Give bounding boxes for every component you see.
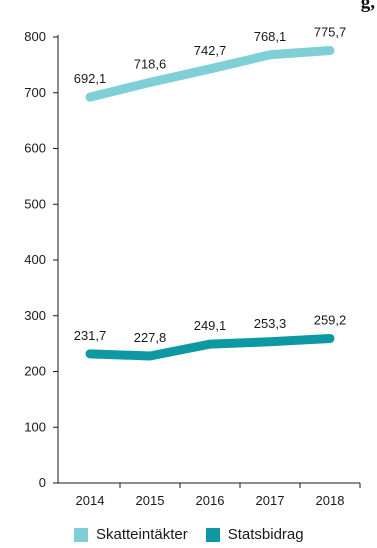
y-tick-label: 300 <box>24 308 46 323</box>
y-tick-label: 700 <box>24 85 46 100</box>
x-tick-label: 2017 <box>256 493 285 508</box>
y-tick-label: 500 <box>24 196 46 211</box>
data-label-series-1: 768,1 <box>254 29 287 44</box>
chart-title-fragment: g, <box>360 0 375 13</box>
data-label-series-1: 692,1 <box>74 71 107 86</box>
data-label-series-2: 231,7 <box>74 328 107 343</box>
x-tick-label: 2015 <box>136 493 165 508</box>
legend-label-series-2: Statsbidrag <box>227 526 304 543</box>
data-label-series-1: 718,6 <box>134 56 167 71</box>
data-label-series-2: 227,8 <box>134 330 167 345</box>
legend-item-series-2: Statsbidrag <box>205 526 304 543</box>
chart-legend: Skatteintäkter Statsbidrag <box>74 526 322 543</box>
legend-swatch-series-1 <box>74 527 88 542</box>
x-tick-label: 2018 <box>316 493 345 508</box>
series-line-2 <box>85 333 335 361</box>
chart-lines <box>85 46 335 361</box>
data-label-series-2: 249,1 <box>194 318 227 333</box>
legend-swatch-series-2 <box>205 527 220 542</box>
legend-label-series-1: Skatteintäkter <box>96 526 188 543</box>
data-label-series-1: 742,7 <box>194 43 227 58</box>
x-tick-label: 2014 <box>76 493 105 508</box>
y-tick-label: 200 <box>24 364 46 379</box>
y-tick-label: 0 <box>39 475 46 490</box>
series-line-1 <box>85 46 335 102</box>
x-tick-label: 2016 <box>196 493 225 508</box>
data-label-series-1: 775,7 <box>314 25 347 40</box>
data-label-series-2: 253,3 <box>254 316 287 331</box>
y-tick-label: 400 <box>24 252 46 267</box>
chart-data-labels: 692,1 718,6 742,7 768,1 775,7 231,7 227,8 249,1… <box>74 25 347 345</box>
chart-axes: 0 100 200 300 400 500 600 700 800 2014 2015 2016 201… <box>24 29 361 508</box>
legend-item-series-1: Skatteintäkter <box>74 526 188 543</box>
y-tick-label: 600 <box>24 141 46 156</box>
y-tick-label: 100 <box>24 419 46 434</box>
y-tick-label: 800 <box>24 29 46 44</box>
data-label-series-2: 259,2 <box>314 312 347 327</box>
